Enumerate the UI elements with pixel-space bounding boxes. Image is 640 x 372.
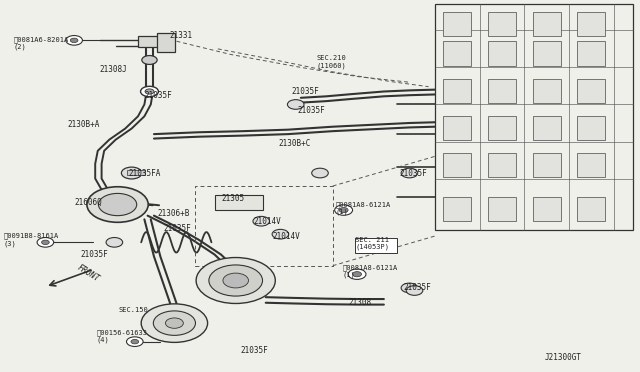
- Bar: [355, 238, 397, 253]
- Text: 21035F: 21035F: [164, 224, 191, 233]
- Bar: [488, 41, 516, 65]
- Text: SEC.150: SEC.150: [119, 307, 148, 313]
- Bar: [444, 12, 471, 36]
- Bar: [157, 33, 175, 52]
- Circle shape: [122, 167, 142, 179]
- Bar: [577, 153, 605, 177]
- Bar: [577, 197, 605, 221]
- Circle shape: [339, 208, 348, 213]
- Text: 0081A6-8201A
(2): 0081A6-8201A (2): [13, 36, 68, 50]
- Bar: [532, 116, 561, 140]
- Text: 21035F: 21035F: [298, 106, 325, 115]
- Text: 21035F: 21035F: [403, 283, 431, 292]
- Bar: [127, 170, 145, 175]
- Circle shape: [66, 36, 83, 45]
- Bar: [488, 12, 516, 36]
- Circle shape: [209, 265, 262, 296]
- Text: 21035F: 21035F: [291, 87, 319, 96]
- Circle shape: [131, 339, 139, 344]
- Bar: [488, 197, 516, 221]
- Text: FRONT: FRONT: [76, 263, 102, 283]
- Circle shape: [37, 237, 54, 247]
- Circle shape: [70, 38, 78, 42]
- Circle shape: [401, 283, 418, 293]
- Bar: [577, 78, 605, 103]
- Circle shape: [141, 304, 207, 342]
- Bar: [488, 78, 516, 103]
- Text: 21014V: 21014V: [272, 231, 300, 241]
- Text: SEC. 211
(14053P): SEC. 211 (14053P): [355, 237, 389, 250]
- Bar: [577, 116, 605, 140]
- Text: 21331: 21331: [170, 31, 193, 41]
- Text: 21306+B: 21306+B: [157, 209, 189, 218]
- Text: 21308: 21308: [349, 298, 372, 307]
- Circle shape: [87, 187, 148, 222]
- Text: 2130B+A: 2130B+A: [68, 121, 100, 129]
- Text: 21308J: 21308J: [100, 65, 127, 74]
- Circle shape: [253, 217, 269, 226]
- Circle shape: [99, 193, 137, 216]
- Bar: [444, 78, 471, 103]
- Text: 21035F: 21035F: [81, 250, 108, 259]
- Bar: [488, 116, 516, 140]
- Text: 0081A8-6121A
(1): 0081A8-6121A (1): [342, 264, 397, 278]
- Bar: [488, 153, 516, 177]
- Bar: [532, 41, 561, 65]
- Circle shape: [145, 89, 154, 94]
- Bar: [444, 197, 471, 221]
- Circle shape: [312, 168, 328, 178]
- Text: 0081A8-6121A
(1): 0081A8-6121A (1): [336, 201, 391, 215]
- Text: SEC.210
(11060): SEC.210 (11060): [317, 55, 346, 68]
- Text: 21035F: 21035F: [240, 346, 268, 355]
- Circle shape: [287, 100, 304, 109]
- Bar: [577, 41, 605, 65]
- Circle shape: [272, 230, 289, 239]
- Text: 21014V: 21014V: [253, 217, 281, 226]
- Circle shape: [166, 318, 183, 328]
- Bar: [444, 41, 471, 65]
- Circle shape: [141, 86, 159, 97]
- Bar: [532, 78, 561, 103]
- Circle shape: [223, 273, 248, 288]
- Bar: [214, 195, 262, 210]
- Bar: [444, 116, 471, 140]
- Circle shape: [406, 286, 423, 295]
- Text: 00156-61633
(4): 00156-61633 (4): [97, 329, 147, 343]
- Circle shape: [348, 269, 366, 279]
- Text: 21305: 21305: [221, 195, 244, 203]
- Circle shape: [353, 272, 362, 277]
- Bar: [532, 153, 561, 177]
- Bar: [444, 153, 471, 177]
- Bar: [138, 36, 170, 47]
- Circle shape: [127, 337, 143, 346]
- Circle shape: [196, 257, 275, 304]
- Text: 0091B8-8161A
(3): 0091B8-8161A (3): [4, 232, 59, 247]
- Circle shape: [335, 205, 353, 215]
- Text: 21606Q: 21606Q: [74, 198, 102, 207]
- Circle shape: [142, 55, 157, 64]
- Circle shape: [154, 311, 195, 335]
- Circle shape: [106, 237, 123, 247]
- Bar: [577, 12, 605, 36]
- Circle shape: [42, 240, 49, 244]
- Text: 2130B+C: 2130B+C: [278, 139, 311, 148]
- Text: J21300GT: J21300GT: [545, 353, 582, 362]
- Bar: [532, 12, 561, 36]
- Text: 21035F: 21035F: [400, 169, 428, 177]
- Circle shape: [401, 168, 418, 178]
- Bar: [532, 197, 561, 221]
- Text: 21035FA: 21035FA: [129, 169, 161, 177]
- Text: 21035F: 21035F: [145, 91, 172, 100]
